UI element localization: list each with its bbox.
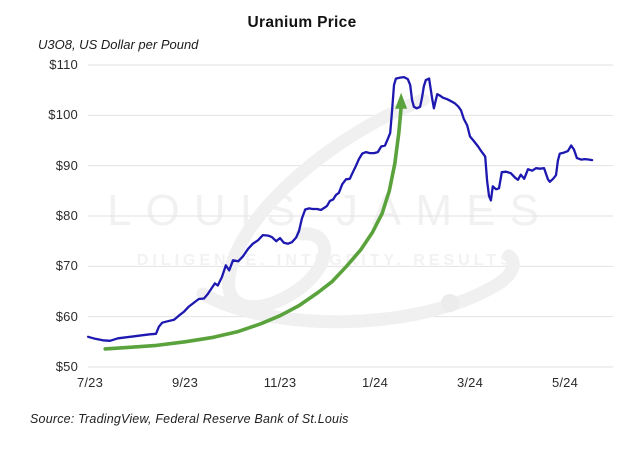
x-tick-label: 7/23 bbox=[76, 375, 104, 390]
y-tick-label: $110 bbox=[49, 57, 78, 72]
chart-subtitle: U3O8, US Dollar per Pound bbox=[38, 37, 199, 52]
source-note: Source: TradingView, Federal Reserve Ban… bbox=[30, 412, 349, 426]
script-logo-dot bbox=[441, 294, 459, 312]
x-tick-label: 1/24 bbox=[361, 375, 389, 390]
y-tick-label: $70 bbox=[55, 258, 78, 274]
x-tick-label: 9/23 bbox=[171, 375, 199, 390]
y-tick-label: $50 bbox=[55, 359, 78, 374]
watermark-brand-text: LOUIS JAMES bbox=[107, 186, 553, 235]
chart-title: Uranium Price bbox=[247, 14, 357, 31]
y-tick-label: $60 bbox=[55, 308, 78, 324]
x-tick-label: 5/24 bbox=[551, 375, 579, 390]
y-tick-label: $100 bbox=[48, 107, 78, 123]
x-tick-label: 11/23 bbox=[263, 375, 297, 390]
trend-arrowhead-icon bbox=[395, 92, 408, 109]
y-tick-label: $90 bbox=[55, 157, 78, 173]
x-tick-label: 3/24 bbox=[456, 375, 484, 390]
watermark-tagline-text: DILIGENCE. INTEGRITY. RESULTS. bbox=[136, 252, 524, 269]
y-tick-label: $80 bbox=[55, 208, 78, 223]
